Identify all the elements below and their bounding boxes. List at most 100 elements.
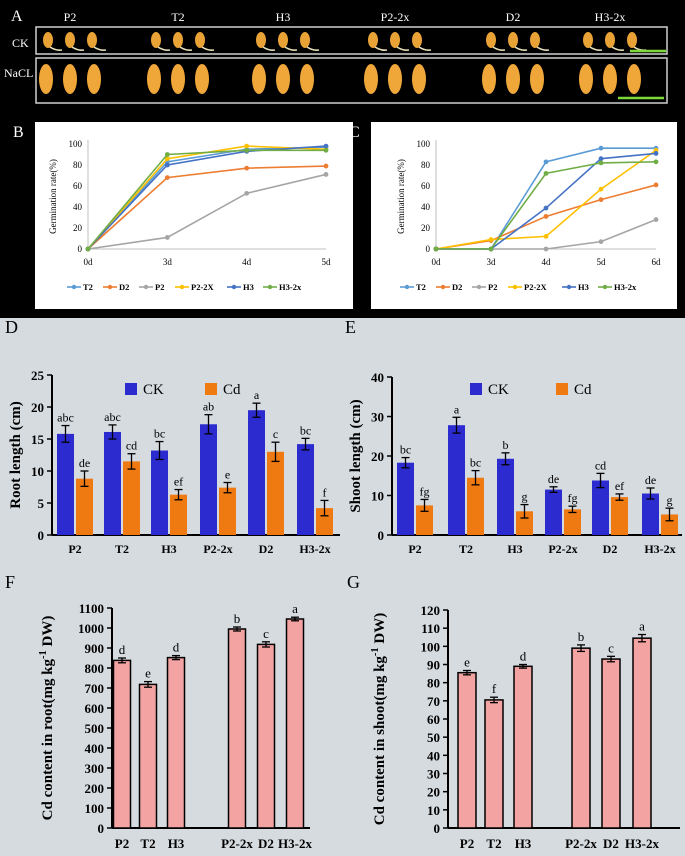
y-tick-label: 0 [98,821,105,836]
ck-sprout [284,46,298,51]
ck-sprout [201,46,215,51]
significance-letter: bc [154,427,165,441]
y-tick-label: 120 [421,603,441,618]
ck-sprout [306,46,320,51]
y-tick-label: 20 [371,449,384,464]
data-point-P2 [323,172,329,177]
ck-sprout [262,46,276,51]
y-tick-label: 110 [421,621,440,636]
legend-label-P2-2X: P2-2X [524,282,548,292]
series-line-P2 [87,173,327,250]
bar-CK [397,462,414,535]
bar-CK [497,458,514,535]
bar-CK [248,410,265,535]
data-point-H3 [164,162,170,168]
panel-letter-d: D [5,317,18,337]
ck-photo-frame [35,26,668,55]
y-tick-label: 0 [426,244,431,254]
legend-swatch-CK [470,383,482,395]
ck-seed [300,32,310,48]
bar-Cd-content [285,618,305,829]
x-category-label: H3 [507,542,522,556]
legend-label-T2: T2 [83,282,93,292]
y-tick-label: 30 [427,767,440,782]
genotype-label-H3-2x: H3-2x [595,10,626,24]
y-tick-label: 100 [421,639,441,654]
legend-swatch-Cd [556,383,568,395]
significance-letter: a [639,619,645,634]
significance-letter: d [520,649,527,664]
series-line-D2 [87,165,327,250]
bar-Cd-content [632,637,652,829]
bar-Cd [467,477,484,535]
significance-letter: c [608,640,614,655]
y-axis-title: Cd content in shoot(mg kg-1 DW) [370,613,388,826]
legend-label-H3-2x: H3-2x [279,282,302,292]
y-tick-label: 15 [31,432,45,447]
x-category-label: P2 [68,542,81,556]
significance-letter: c [263,626,269,641]
y-tick-label: 90 [427,658,440,673]
legend-marker-D2 [440,284,446,290]
legend-marker-D2 [107,284,113,290]
bar-Cd-content [138,683,158,829]
x-category-label: H3-2x [625,836,659,851]
genotype-label-H3: H3 [276,10,291,24]
row-label-ck: CK [12,36,29,50]
legend-marker-P2 [143,284,149,290]
y-tick-label: 100 [85,801,105,816]
x-category-label: D2 [603,836,619,851]
ck-sprout [536,46,550,51]
ck-sprout [49,46,63,51]
y-tick-label: 80 [421,160,431,170]
y-tick-label: 500 [85,721,105,736]
y-tick-label: 10 [371,489,384,504]
legend-marker-T2 [404,284,410,290]
data-point-D2 [323,163,329,169]
y-tick-label: 40 [73,202,83,212]
significance-letter: f [323,485,327,499]
nacl-seed [195,64,209,94]
panel-letter-g: G [347,572,360,592]
chart-C-background [371,122,677,309]
bar-Cd-content [166,656,186,829]
nacl-seed [579,64,593,94]
bar-CK [592,480,609,535]
significance-letter: bc [400,443,411,457]
y-tick-label: 25 [31,368,45,383]
bar-CK [448,425,465,535]
genotype-label-P2: P2 [64,10,77,24]
data-point-P2 [653,217,659,223]
bar-Cd-content [227,628,247,829]
legend-marker-H3 [231,284,237,290]
y-tick-label: 0 [434,821,441,836]
y-tick-label: 1100 [79,601,104,616]
bar-Cd [267,451,284,535]
significance-letter: d [173,640,180,655]
data-point-H3-2x [653,159,659,165]
data-point-D2 [598,197,604,203]
ck-seed [605,32,615,48]
bar-Cd [170,494,187,535]
x-category-label: H3 [168,836,185,851]
data-point-P2-2X [244,143,250,149]
nacl-seed [276,64,290,94]
x-category-label: P2-2x [548,542,577,556]
data-point-D2 [543,214,549,219]
bar-CK [104,431,121,535]
significance-letter: f [492,681,497,696]
x-tick-label: 3d [487,257,497,267]
bar-Cd-content [256,643,276,829]
nacl-seed [388,64,402,94]
data-point-H3 [653,151,659,156]
nacl-seed [147,64,161,94]
bar-Cd-content [601,658,621,829]
y-tick-label: 70 [427,694,440,709]
y-tick-label: 1000 [78,621,104,636]
y-axis-title: Germination rate(%) [48,159,58,234]
significance-letter: ab [203,400,214,414]
x-category-label: P2 [408,542,421,556]
significance-letter: abc [104,410,121,424]
x-category-label: P2-2x [203,542,232,556]
